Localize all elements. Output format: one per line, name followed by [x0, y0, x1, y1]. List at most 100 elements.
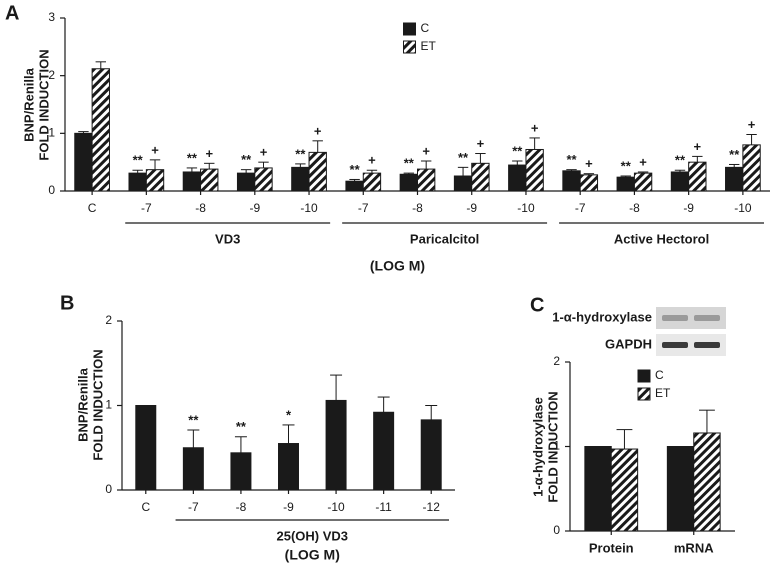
- bar: [508, 164, 527, 192]
- legend-swatch: [403, 22, 416, 36]
- bar: [362, 172, 382, 192]
- significance-marker: +: [639, 154, 647, 169]
- bar: [725, 166, 744, 192]
- error-bar: [95, 61, 106, 69]
- bar: [633, 172, 653, 192]
- bar: [666, 446, 695, 532]
- panel-label: B: [60, 292, 74, 314]
- blot-band: [694, 342, 720, 348]
- x-tick-label: Protein: [589, 540, 634, 555]
- y-tick-label: 1: [105, 398, 112, 412]
- error-bar: [420, 160, 432, 170]
- x-tick-label: -8: [629, 201, 640, 215]
- legend-swatch: [637, 369, 651, 383]
- y-tick-label: 3: [48, 10, 55, 24]
- bar: [420, 419, 442, 491]
- panel-label: C: [530, 294, 544, 316]
- bar: [236, 172, 256, 192]
- y-tick-label: 0: [553, 523, 560, 537]
- x-tick-label: -8: [412, 201, 423, 215]
- error-bar: [566, 169, 577, 171]
- panel-label: A: [5, 2, 19, 24]
- significance-marker: **: [295, 146, 306, 161]
- x-tick-label: -10: [327, 500, 345, 514]
- error-bar: [425, 405, 438, 420]
- significance-marker: +: [422, 143, 430, 158]
- bar: [325, 399, 347, 491]
- bar: [471, 162, 490, 192]
- error-bar: [295, 163, 306, 168]
- bar: [278, 443, 299, 491]
- bar: [562, 170, 581, 192]
- bar: [182, 447, 204, 491]
- bar: [579, 174, 599, 192]
- error-bar: [377, 396, 390, 413]
- blot-band: [662, 342, 688, 348]
- significance-marker: **: [458, 150, 469, 165]
- error-bar: [620, 175, 631, 178]
- bar: [128, 172, 147, 192]
- blot-image: [656, 307, 726, 329]
- bar: [610, 448, 639, 532]
- group-label: VD3: [215, 231, 240, 246]
- significance-marker: +: [368, 153, 376, 168]
- significance-marker: +: [205, 146, 213, 161]
- error-bar: [529, 137, 540, 150]
- legend-swatch: [403, 40, 416, 54]
- error-bar: [637, 171, 649, 174]
- error-bar: [366, 169, 378, 174]
- y-tick-label: 1: [553, 439, 560, 453]
- y-axis-label: FOLD INDUCTION: [36, 49, 51, 160]
- error-bar: [403, 172, 415, 175]
- significance-marker: *: [286, 407, 292, 422]
- bar: [254, 167, 273, 192]
- y-axis-label: BNP/Renilla: [75, 367, 90, 441]
- x-tick-label: -9: [249, 201, 260, 215]
- bar: [670, 171, 690, 192]
- group-label: 25(OH) VD3: [277, 528, 349, 543]
- error-bar: [234, 436, 247, 453]
- bar: [135, 405, 157, 491]
- x-tick-label: C: [141, 500, 150, 514]
- x-tick-label: mRNA: [674, 540, 714, 555]
- significance-marker: **: [241, 152, 252, 167]
- significance-marker: **: [675, 153, 686, 168]
- bar: [308, 151, 327, 192]
- significance-marker: +: [314, 123, 322, 138]
- blot-band: [694, 315, 720, 321]
- y-tick-label: 0: [105, 482, 112, 496]
- x-tick-label: -9: [283, 500, 294, 514]
- significance-marker: +: [260, 145, 268, 160]
- error-bar: [616, 429, 633, 450]
- x-tick-label: -7: [358, 201, 369, 215]
- bar: [584, 446, 612, 532]
- x-tick-label: -9: [466, 201, 477, 215]
- error-bar: [349, 178, 360, 182]
- y-tick-label: 0: [48, 183, 55, 197]
- error-bar: [282, 424, 295, 444]
- x-tick-label: -10: [300, 201, 318, 215]
- bar: [373, 411, 395, 491]
- y-axis-label: FOLD INDUCTION: [545, 391, 560, 502]
- legend-swatch: [637, 387, 651, 401]
- bar: [399, 173, 418, 192]
- blot-image: [656, 334, 726, 356]
- error-bar: [204, 162, 215, 170]
- bar: [291, 166, 310, 192]
- y-axis-label: BNP/Renilla: [21, 67, 36, 141]
- significance-marker: +: [585, 156, 593, 171]
- error-bar: [187, 429, 200, 448]
- bar: [693, 432, 721, 532]
- significance-marker: **: [350, 162, 361, 177]
- error-bar: [186, 167, 198, 172]
- bar: [182, 171, 202, 192]
- bar: [525, 148, 544, 192]
- significance-marker: **: [187, 150, 198, 165]
- error-bar: [240, 169, 252, 174]
- significance-marker: +: [531, 120, 539, 135]
- significance-marker: **: [621, 158, 632, 173]
- x-axis-label: (LOG M): [370, 258, 425, 274]
- y-axis-label: FOLD INDUCTION: [90, 349, 105, 460]
- error-bar: [312, 140, 323, 153]
